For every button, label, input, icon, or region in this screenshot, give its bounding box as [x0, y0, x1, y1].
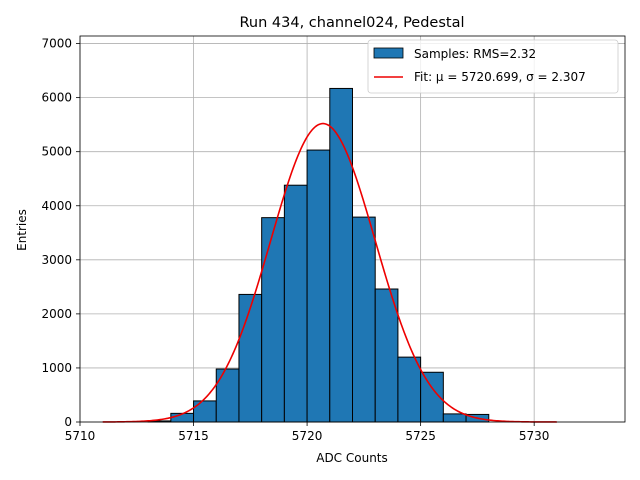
plot-frame: [79, 35, 626, 423]
histogram-bar: [215, 368, 240, 423]
histogram-bar: [261, 217, 285, 423]
legend: Samples: RMS=2.32 Fit: μ = 5720.699, σ =…: [367, 39, 619, 94]
histogram-bar: [306, 149, 331, 423]
y-tick-label: 4000: [41, 199, 72, 213]
x-axis-ticks: 5710 5715 5720 5725 5730: [65, 422, 550, 443]
legend-box: [367, 39, 619, 94]
fit-curve: [102, 122, 557, 423]
x-axis-label: ADC Counts: [316, 451, 388, 465]
histogram-bar: [238, 293, 263, 423]
histogram-bars: [147, 87, 490, 423]
y-tick-label: 3000: [41, 253, 72, 267]
legend-label-samples: Samples: RMS=2.32: [414, 47, 536, 61]
histogram-bar: [329, 87, 353, 423]
histogram-bar: [374, 288, 399, 423]
y-tick-label: 2000: [41, 307, 72, 321]
y-tick-label: 6000: [41, 91, 72, 105]
y-tick-label: 1000: [41, 361, 72, 375]
chart-title: Run 434, channel024, Pedestal: [239, 15, 464, 31]
y-tick-label: 5000: [41, 145, 72, 159]
y-axis-label: Entries: [15, 209, 29, 251]
histogram-bar: [193, 400, 217, 423]
y-tick-label: 7000: [41, 37, 72, 51]
x-tick-label: 5725: [405, 429, 436, 443]
x-tick-label: 5715: [178, 429, 209, 443]
y-axis-ticks: 0 1000 2000 3000 4000 5000 6000 7000: [41, 37, 80, 429]
y-tick-label: 0: [64, 415, 72, 429]
histogram-bar: [283, 184, 308, 423]
histogram-bar: [352, 216, 376, 423]
histogram-bar: [397, 356, 422, 423]
x-tick-label: 5710: [65, 429, 96, 443]
x-tick-label: 5720: [292, 429, 323, 443]
legend-swatch-samples: [373, 47, 404, 59]
legend-label-fit: Fit: μ = 5720.699, σ = 2.307: [414, 70, 586, 84]
x-tick-label: 5730: [519, 429, 550, 443]
histogram-bar: [442, 413, 467, 423]
